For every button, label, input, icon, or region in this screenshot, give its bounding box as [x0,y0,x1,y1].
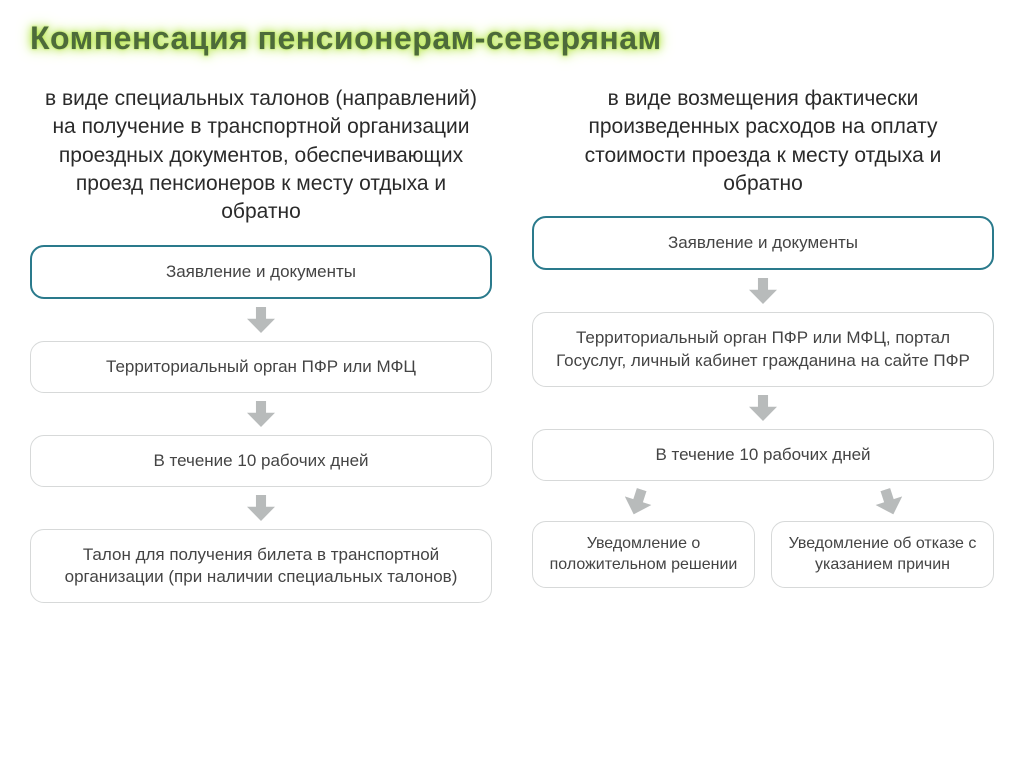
left-column: в виде специальных талонов (направлений)… [30,85,492,603]
arrow-icon [749,278,777,304]
left-step-1: Территориальный орган ПФР или МФЦ [30,341,492,393]
right-step-0: Заявление и документы [532,216,994,270]
page-title: Компенсация пенсионерам-северянам [30,20,994,57]
split-arrows [532,481,994,521]
left-subheading: в виде специальных талонов (направлений)… [30,85,492,227]
arrow-icon [749,395,777,421]
columns-wrapper: в виде специальных талонов (направлений)… [30,85,994,603]
right-subheading: в виде возмещения фактически произведенн… [532,85,994,198]
right-step-1: Территориальный орган ПФР или МФЦ, порта… [532,312,994,386]
left-step-3: Талон для получения билета в транспортно… [30,529,492,603]
arrow-icon [247,401,275,427]
right-column: в виде возмещения фактически произведенн… [532,85,994,603]
right-split-0: Уведомление о положительном решении [532,521,755,589]
left-step-0: Заявление и документы [30,245,492,299]
arrow-icon [247,307,275,333]
arrow-icon [620,485,654,516]
left-step-2: В течение 10 рабочих дней [30,435,492,487]
arrow-icon [871,485,905,516]
arrow-icon [247,495,275,521]
right-split-row: Уведомление о положительном решении Увед… [532,521,994,589]
right-step-2: В течение 10 рабочих дней [532,429,994,481]
right-split-1: Уведомление об отказе с указанием причин [771,521,994,589]
